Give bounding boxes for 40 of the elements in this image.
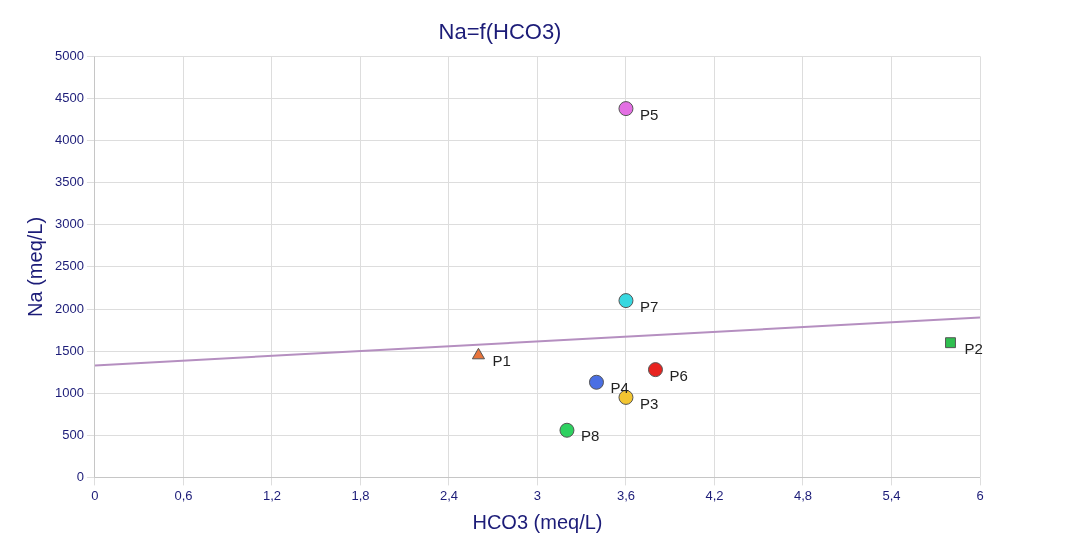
point: [559, 422, 575, 438]
x-tick-label: 1,2: [262, 487, 281, 503]
x-tick-label: 3,6: [616, 487, 636, 503]
y-tick-label: 0: [76, 468, 84, 484]
series-label: P4: [610, 379, 629, 397]
y-tick-label: 2000: [55, 300, 84, 316]
x-tick-label: 5,4: [882, 487, 901, 503]
x-tick-label: 3: [533, 487, 542, 503]
y-tick-label: 3500: [55, 174, 84, 190]
y-tick-label: 4500: [55, 90, 84, 106]
x-tick-label: 6: [976, 487, 984, 503]
series-label: P7: [639, 297, 659, 315]
x-tick-label: 0: [91, 487, 99, 503]
y-tick-label: 500: [62, 426, 84, 442]
y-tick-label: 1500: [55, 342, 84, 358]
y-axis-title: Na (meq/L): [23, 216, 46, 317]
point: [945, 337, 956, 349]
series-label: P3: [639, 394, 659, 412]
series-label: P2: [964, 339, 983, 357]
series-label: P6: [669, 366, 688, 384]
x-tick-label: 2,4: [439, 487, 458, 503]
y-tick-label: 2500: [55, 258, 84, 274]
y-tick-label: 4000: [55, 132, 84, 148]
x-tick-label: 1,8: [351, 487, 370, 503]
series-label: P1: [492, 352, 511, 370]
point: [647, 362, 663, 378]
x-axis-title: HCO3 (meq/L): [472, 510, 603, 533]
x-tick-label: 4,8: [793, 487, 813, 503]
point: [471, 347, 486, 360]
y-tick-label: 3000: [55, 216, 84, 232]
series-label: P8: [580, 427, 600, 445]
point: [618, 293, 634, 309]
y-tick-label: 5000: [55, 47, 84, 63]
y-tick-label: 1000: [55, 384, 84, 400]
point: [588, 374, 604, 390]
series-label: P5: [639, 105, 659, 123]
x-tick-label: 0,6: [174, 487, 193, 503]
chart-title: Na=f(HCO3): [438, 19, 562, 45]
x-tick-label: 4,2: [705, 487, 724, 503]
point: [618, 101, 634, 117]
